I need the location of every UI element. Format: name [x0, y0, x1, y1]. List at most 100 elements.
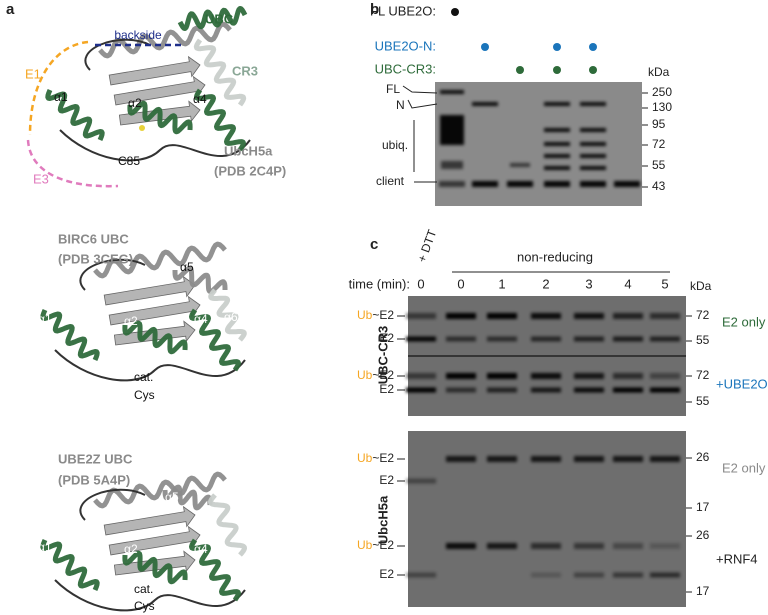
band [406, 336, 436, 342]
band [440, 115, 464, 145]
label: cat. [134, 370, 153, 384]
label: C85 [118, 154, 140, 168]
band [574, 387, 604, 393]
band-label: N [396, 98, 405, 112]
row-label: Ub~E2 [357, 538, 394, 552]
band [487, 313, 517, 319]
label: α2 [124, 314, 138, 328]
band [440, 90, 464, 94]
pointer [402, 85, 438, 109]
e2-conj-label: ~E2 [372, 368, 394, 382]
helix [127, 100, 193, 135]
band [439, 181, 465, 187]
row-label: FL UBE2O: [370, 3, 436, 18]
band [580, 142, 606, 146]
band [650, 313, 680, 319]
band [580, 181, 606, 187]
band [446, 373, 476, 379]
row-label: Ub~E2 [357, 451, 394, 465]
band [574, 572, 604, 578]
row-label: E2 [379, 331, 394, 345]
time-label: 2 [542, 276, 549, 291]
sheet [108, 55, 201, 86]
helix [122, 550, 188, 585]
band [544, 166, 570, 170]
lane-dot [481, 43, 489, 51]
e2-conj-label: ~E2 [372, 308, 394, 322]
band [544, 102, 570, 106]
label: α5 [165, 490, 179, 504]
band [580, 166, 606, 170]
band [613, 543, 643, 549]
band [487, 336, 517, 342]
band [531, 336, 561, 342]
structure-pdb: (PDB 5A4P) [58, 472, 130, 487]
band [544, 128, 570, 132]
condition-label: non-reducing [517, 249, 593, 264]
band [574, 373, 604, 379]
lane-dot [589, 66, 597, 74]
marker-label: 55 [696, 394, 710, 408]
helix [193, 38, 247, 107]
band [650, 543, 680, 549]
group-label: UbcH5a [375, 495, 390, 544]
active-site [139, 125, 145, 131]
time-label: 0 [457, 276, 464, 291]
helix [40, 309, 100, 361]
band [406, 313, 436, 319]
band [650, 373, 680, 379]
band [650, 456, 680, 462]
panel-label: b [370, 1, 379, 18]
band [487, 387, 517, 393]
band [487, 456, 517, 462]
band [574, 313, 604, 319]
loop [79, 488, 146, 521]
band [507, 181, 533, 187]
helix [189, 538, 241, 602]
loop [59, 129, 251, 162]
ub-label: Ub [357, 308, 373, 322]
row-label: UBC-CR3: [375, 61, 436, 76]
loop [79, 258, 146, 291]
label: Cys [134, 388, 155, 402]
band [613, 456, 643, 462]
panel-label: a [6, 1, 15, 18]
band [580, 154, 606, 158]
ub-label: Ub [357, 368, 373, 382]
band-label: client [376, 174, 405, 188]
lane-dot [451, 8, 459, 16]
band [531, 313, 561, 319]
lane-dot [516, 66, 524, 74]
band [446, 336, 476, 342]
band [614, 181, 640, 187]
sheet [103, 505, 196, 536]
structures [40, 6, 251, 612]
e2-conj-label: ~E2 [372, 538, 394, 552]
label: α5 [180, 260, 194, 274]
helix [208, 493, 247, 557]
band [487, 543, 517, 549]
label: cat. [134, 582, 153, 596]
label: α1 [38, 312, 52, 326]
marker-label: 43 [652, 179, 666, 193]
lane-dot [553, 66, 561, 74]
row-label: E2 [379, 382, 394, 396]
band [472, 102, 498, 106]
band [580, 102, 606, 106]
e1-arc [28, 40, 89, 136]
label: backside [114, 28, 162, 42]
row-label: UBE2O-N: [375, 38, 436, 53]
band [650, 336, 680, 342]
band [580, 128, 606, 132]
structure-pdb: (PDB 2C4P) [214, 163, 286, 178]
time-label: 4 [624, 276, 631, 291]
helix [189, 308, 241, 372]
label: α4 [194, 312, 208, 326]
label: E3 [33, 171, 49, 186]
band-label: ubiq. [382, 138, 408, 152]
band [510, 163, 530, 167]
structure-pdb: (PDB 3CEG) [58, 251, 133, 266]
e3-arc [26, 139, 119, 188]
